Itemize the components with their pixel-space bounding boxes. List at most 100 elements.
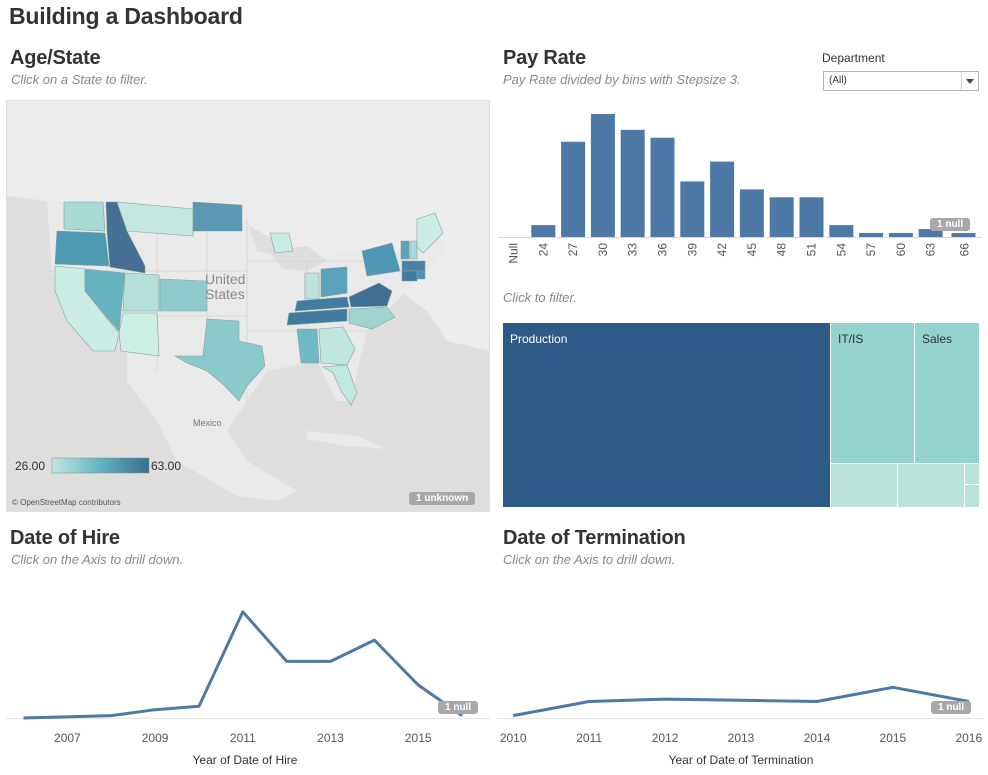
map-land-canada (7, 101, 489, 351)
termination-tick-label: 2010 (500, 731, 527, 745)
pay-rate-tick-label: 27 (566, 243, 580, 257)
treemap-tile-production[interactable]: Production (503, 323, 830, 507)
treemap-tile-small-2[interactable] (898, 464, 964, 507)
pay-rate-bar (650, 137, 675, 237)
hire-null-badge[interactable]: 1 null (438, 701, 479, 714)
chevron-down-icon[interactable] (961, 72, 978, 90)
department-treemap[interactable]: Production IT/IS Sales (503, 323, 979, 507)
state-massachusetts (401, 260, 426, 272)
termination-tick-label: 2012 (652, 731, 679, 745)
legend-max-label: 63.00 (151, 459, 182, 473)
date-of-hire-chart[interactable]: 2007 2009 2011 2013 2015 Year of Date of Hire (6, 580, 490, 775)
legend-gradient-bar (51, 457, 150, 474)
state-indiana (304, 272, 320, 300)
treemap-tile-small-3[interactable] (965, 464, 979, 484)
pay-rate-bar (951, 233, 976, 237)
pay-rate-tick-label: 60 (894, 243, 908, 257)
pay-rate-tick-label: 42 (715, 243, 729, 257)
pay-rate-bar (561, 141, 586, 237)
hire-tick-label: 2007 (54, 731, 81, 745)
age-state-title: Age/State (10, 47, 101, 69)
pay-rate-tick-label: 39 (685, 243, 699, 257)
pay-rate-tick-label: 63 (924, 243, 938, 257)
pay-rate-tick-label: 36 (656, 243, 670, 257)
state-texas (173, 318, 266, 402)
hire-tick-label: 2011 (230, 731, 256, 745)
state-montana (116, 201, 194, 237)
termination-null-badge[interactable]: 1 null (931, 701, 972, 714)
department-dropdown[interactable]: (All) (823, 71, 979, 91)
pay-rate-subtitle: Pay Rate divided by bins with Stepsize 3… (503, 72, 741, 87)
treemap-tile-sales[interactable]: Sales (915, 323, 979, 463)
termination-tick-label: 2013 (728, 731, 755, 745)
pay-rate-tick-label: 66 (958, 243, 972, 257)
state-new-hampshire (409, 240, 418, 260)
pay-rate-tick-label: 57 (864, 243, 878, 257)
map-mexico-label: Mexico (193, 418, 222, 428)
pay-rate-bar (769, 197, 794, 237)
state-washington (63, 201, 106, 232)
date-of-termination-subtitle: Click on the Axis to drill down. (503, 552, 676, 567)
legend-min-label: 26.00 (15, 459, 46, 473)
map-land-mexico (127, 341, 297, 501)
treemap-filter-hint: Click to filter. (503, 290, 577, 305)
pay-rate-histogram[interactable]: Null 24 27 30 33 36 39 42 45 48 51 54 57 60 63 66 (498, 100, 982, 270)
treemap-tile-small-1[interactable] (831, 464, 897, 507)
state-arizona (118, 312, 160, 357)
termination-line (512, 685, 970, 718)
map-country-label-line2: States (205, 286, 245, 302)
termination-tick-label: 2016 (955, 731, 982, 745)
state-alabama (296, 328, 320, 364)
state-virginia (348, 282, 393, 308)
pay-rate-bar (710, 161, 735, 237)
treemap-label-production: Production (510, 332, 568, 346)
hire-axis-title: Year of Date of Hire (193, 753, 298, 767)
state-colorado (159, 278, 208, 312)
state-tennessee (286, 308, 348, 326)
unknown-badge[interactable]: 1 unknown (409, 492, 476, 505)
pay-rate-tick-label: 30 (596, 243, 610, 257)
termination-tick-label: 2014 (804, 731, 831, 745)
date-of-termination-chart[interactable]: 2010 2011 2012 2013 2014 2015 2016 Year of Date… (498, 580, 984, 775)
treemap-label-itis: IT/IS (838, 332, 864, 346)
pay-rate-bar (739, 189, 764, 237)
state-utah (122, 272, 160, 312)
state-georgia (318, 326, 356, 366)
pay-rate-bar (829, 225, 854, 237)
state-north-dakota (192, 201, 243, 232)
termination-axis-title: Year of Date of Termination (669, 753, 814, 767)
map-states-colored (54, 201, 444, 406)
treemap-tile-small-4[interactable] (965, 485, 979, 507)
pay-rate-title: Pay Rate (503, 47, 586, 69)
map-canvas[interactable]: United States Mexico (7, 101, 490, 512)
pay-rate-tick-label: 48 (775, 243, 789, 257)
dashboard-title: Building a Dashboard (9, 3, 243, 29)
state-connecticut (401, 270, 418, 282)
department-selected-value: (All) (829, 75, 847, 86)
pay-rate-bar (799, 197, 824, 237)
treemap-label-sales: Sales (922, 332, 953, 346)
pay-rate-bar (918, 229, 943, 237)
map-land-cuba (307, 431, 387, 449)
pay-rate-bar (590, 113, 615, 237)
pay-rate-tick-label: 33 (626, 243, 640, 257)
hire-line (23, 610, 463, 720)
state-nevada (84, 268, 126, 332)
date-of-hire-subtitle: Click on the Axis to drill down. (11, 552, 184, 567)
map-country-label-line1: United (205, 271, 245, 287)
pay-rate-tick-label: 54 (834, 243, 848, 257)
hire-tick-label: 2015 (405, 731, 432, 745)
pay-rate-bar (620, 129, 645, 237)
state-kentucky (294, 296, 350, 312)
pay-rate-tick-label: Null (507, 243, 521, 264)
age-state-map[interactable]: United States Mexico 26.00 63.00 © OpenS… (6, 100, 490, 512)
age-state-subtitle: Click on a State to filter. (11, 72, 148, 87)
pay-rate-bar (680, 181, 705, 237)
treemap-tile-itis[interactable]: IT/IS (831, 323, 914, 463)
department-filter-label: Department (822, 51, 885, 65)
hire-tick-label: 2013 (317, 731, 344, 745)
pay-rate-null-badge[interactable]: 1 null (930, 218, 971, 231)
state-north-carolina (348, 306, 396, 330)
termination-tick-label: 2015 (880, 731, 907, 745)
pay-rate-tick-label: 45 (745, 243, 759, 257)
